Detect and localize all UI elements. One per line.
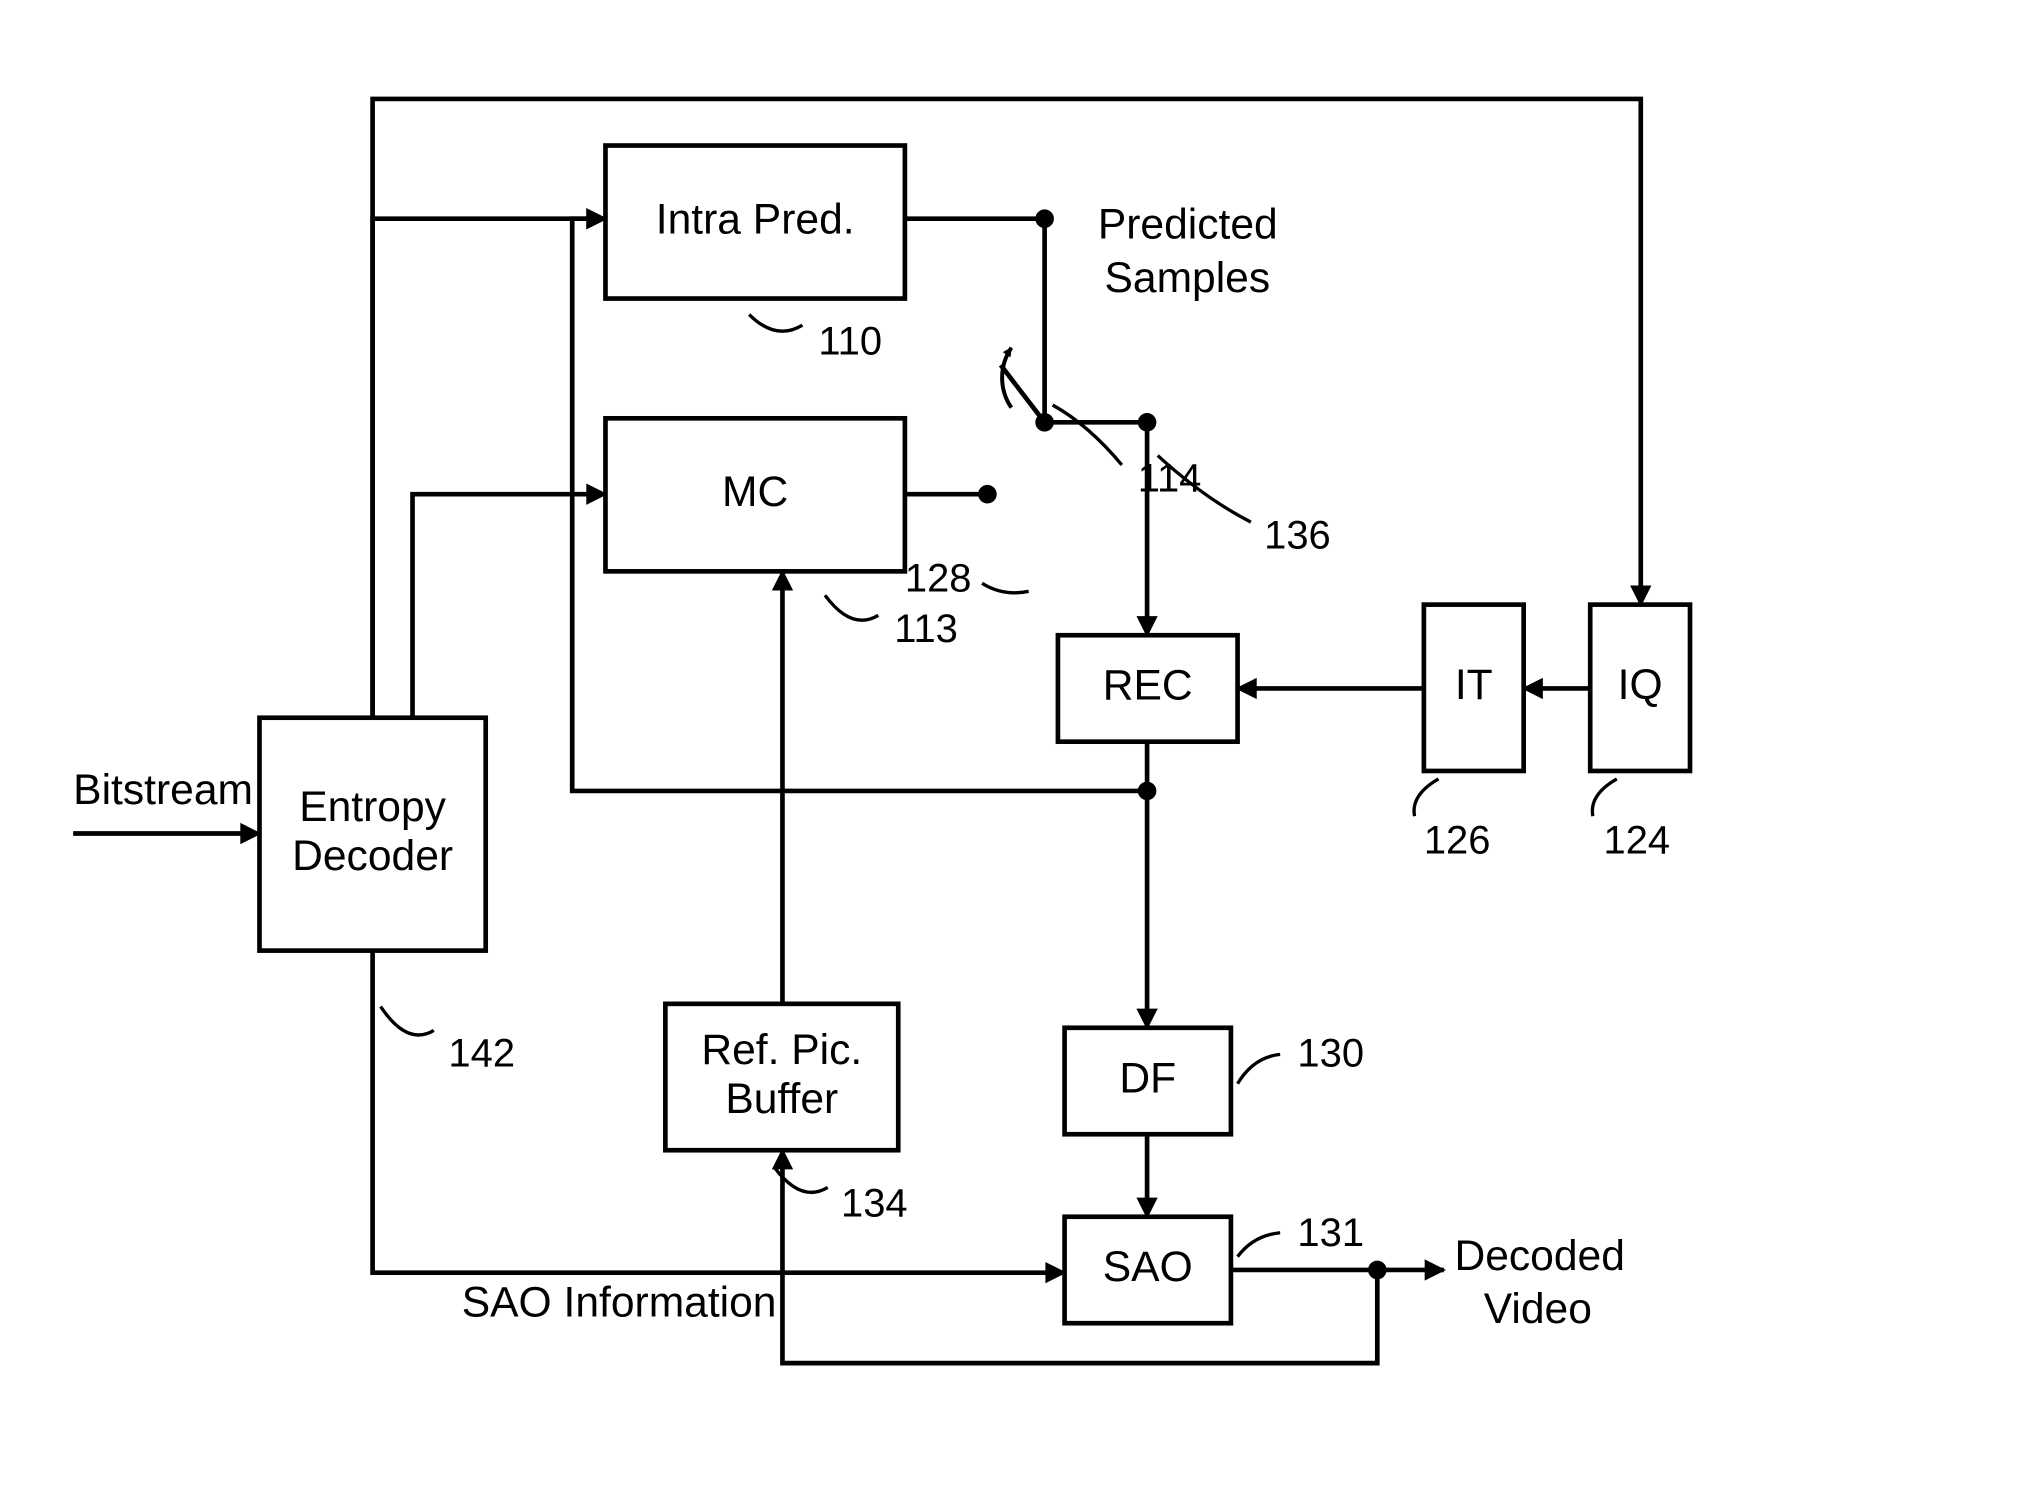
label-ref114: 114: [1138, 457, 1202, 501]
label-ref126: 126: [1424, 818, 1491, 862]
box-label-df-0: DF: [1119, 1054, 1176, 1102]
box-label-mc-0: MC: [722, 468, 788, 516]
label-decoded1: Decoded: [1454, 1232, 1624, 1280]
label-ref136: 136: [1264, 514, 1331, 558]
box-label-iq-0: IQ: [1618, 661, 1663, 709]
label-ref110: 110: [818, 319, 882, 363]
edge-switch-arm: [1001, 365, 1045, 422]
label-bitstream: Bitstream: [73, 766, 253, 814]
label-ref113: 113: [894, 607, 958, 651]
junction-dot: [1138, 413, 1157, 432]
label-ref128: 128: [905, 556, 972, 600]
box-label-it-0: IT: [1455, 661, 1493, 709]
label-decoded2: Video: [1484, 1285, 1592, 1333]
box-label-refbuf-0: Ref. Pic.: [701, 1026, 862, 1074]
leader-ld130: [1238, 1054, 1281, 1083]
leader-ld131: [1238, 1233, 1281, 1257]
box-label-entropy-0: Entropy: [299, 783, 446, 831]
box-label-intra-0: Intra Pred.: [656, 195, 855, 243]
label-ref134: 134: [841, 1182, 908, 1226]
label-sao_info: SAO Information: [462, 1279, 777, 1327]
label-predicted1: Predicted: [1098, 201, 1278, 249]
leader-ld142: [381, 1006, 434, 1035]
label-ref142: 142: [448, 1031, 515, 1075]
junction-dot: [1368, 1261, 1387, 1280]
junction-dot: [1138, 782, 1157, 801]
leader-ld126: [1414, 779, 1438, 816]
label-ref131: 131: [1297, 1211, 1364, 1255]
box-label-refbuf-1: Buffer: [725, 1075, 838, 1123]
box-label-entropy-1: Decoder: [292, 832, 453, 880]
box-label-rec-0: REC: [1103, 662, 1193, 710]
leader-ld124: [1592, 779, 1616, 816]
leader-ld113: [825, 595, 878, 620]
label-predicted2: Samples: [1104, 254, 1270, 302]
leader-ld110: [749, 315, 802, 332]
edge-ed-to-mc: [413, 494, 606, 718]
leader-ld128: [982, 583, 1029, 593]
box-label-sao-0: SAO: [1103, 1243, 1193, 1291]
label-ref124: 124: [1604, 818, 1671, 862]
leader-ld114: [1053, 405, 1122, 465]
label-ref130: 130: [1297, 1031, 1364, 1075]
dot-mc-out: [978, 485, 997, 504]
